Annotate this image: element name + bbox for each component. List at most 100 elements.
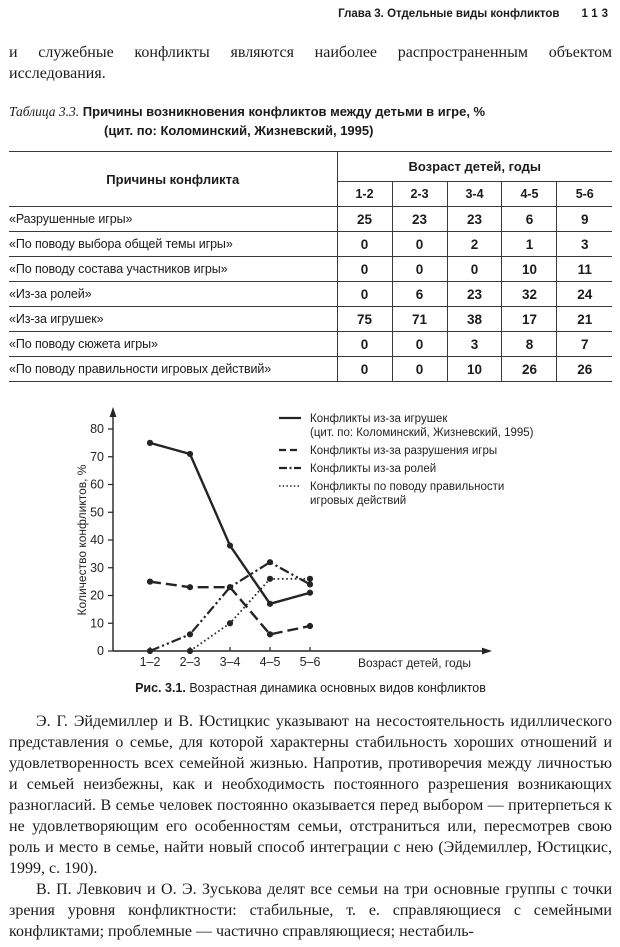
age-column-header: 1-2: [336, 181, 393, 207]
conflict-value-cell: 0: [391, 231, 447, 257]
conflict-value-cell: 17: [501, 306, 557, 332]
series-line-4: [189, 577, 310, 652]
age-column-header: 5-6: [556, 181, 612, 207]
table-caption-label: Таблица 3.3.: [9, 104, 80, 119]
conflict-value-cell: 8: [501, 331, 557, 357]
conflict-value-cell: 0: [336, 231, 393, 257]
y-tick-label: 30: [90, 561, 104, 575]
table-row: «По поводу состава участников игры» 0 0 0 10…: [9, 256, 612, 282]
y-axis-title: Количество конфликтов, %: [75, 464, 89, 615]
paragraph-levkovich: В. П. Левкович и О. Э. Зуськова делят вс…: [9, 881, 612, 940]
conflict-value-cell: 24: [556, 281, 612, 307]
data-point: [226, 584, 234, 591]
age-column-header: 4-5: [501, 181, 557, 207]
conflict-value-cell: 2: [446, 231, 502, 257]
legend-label: Конфликты из-за разрушения игры: [310, 445, 497, 457]
conflict-value-cell: 23: [446, 206, 502, 232]
y-tick-label: 20: [90, 589, 104, 603]
table-caption-title: Причины возникновения конфликтов между д…: [82, 104, 486, 119]
page-number: 113: [581, 8, 612, 20]
conflict-value-cell: 3: [446, 331, 502, 357]
table-row: «По поводу сюжета игры» 0 0 3 8 7: [9, 331, 612, 357]
conflict-value-cell: 71: [391, 306, 447, 332]
age-column-header: 2-3: [391, 181, 447, 207]
conflict-cause-label: «По поводу правильности игровых действий…: [9, 356, 338, 382]
y-tick-label: 40: [90, 533, 104, 547]
legend-label: Конфликты из-за ролей: [310, 463, 436, 475]
page-header: Глава 3. Отдельные виды конфликтов 113: [9, 6, 612, 20]
conflict-value-cell: 0: [336, 356, 393, 382]
conflict-value-cell: 75: [336, 306, 393, 332]
conflict-value-cell: 21: [556, 306, 612, 332]
table-body: «Разрушенные игры» 25 23 23 6 9 «По поводу выб…: [9, 206, 612, 382]
conflict-cause-label: «По поводу выбора общей темы игры»: [9, 231, 338, 257]
data-point: [186, 631, 194, 638]
conflict-value-cell: 6: [391, 281, 447, 307]
x-axis-arrow: [482, 647, 492, 655]
data-point: [186, 450, 194, 458]
y-tick-label: 80: [90, 422, 104, 436]
data-point: [186, 647, 194, 655]
conflict-value-cell: 0: [446, 256, 502, 282]
row-header-cell: Причины конфликта: [9, 151, 338, 207]
conflict-value-cell: 10: [501, 256, 557, 282]
legend-label: Конфликты из-за игрушек (цит. по: Коломин…: [310, 413, 534, 439]
x-tick-label: 5–6: [300, 655, 321, 669]
x-tick-label: 4–5: [260, 655, 281, 669]
data-point: [306, 575, 314, 582]
y-tick-label: 70: [90, 450, 104, 464]
conflict-value-cell: 26: [501, 356, 557, 382]
conflict-value-cell: 0: [336, 281, 393, 307]
data-point: [266, 559, 274, 566]
conflict-value-cell: 1: [501, 231, 557, 257]
data-point: [226, 542, 234, 549]
conflict-value-cell: 10: [446, 356, 502, 382]
data-point: [186, 584, 194, 591]
figure-caption-text: Возрастная динамика основных видов конфл…: [189, 681, 486, 695]
x-axis-title: Возраст детей, годы: [358, 656, 471, 670]
conflict-dynamics-chart: 0 10 20 30 40 50 60 70 80 1–2 2–3 3–4 4–5 5–6 Количест…: [75, 407, 534, 670]
conflict-cause-label: «Из-за ролей»: [9, 281, 338, 307]
data-point: [146, 439, 154, 446]
data-point: [306, 622, 314, 630]
conflict-value-cell: 26: [556, 356, 612, 382]
table-row: «По поводу выбора общей темы игры» 0 0 2 1 3: [9, 231, 612, 257]
y-axis-arrow: [109, 407, 117, 417]
conflict-value-cell: 7: [556, 331, 612, 357]
conflict-value-cell: 3: [556, 231, 612, 257]
table-row: «По поводу правильности игровых действий…: [9, 356, 612, 382]
table-caption-subtitle: (цит. по: Коломинский, Жизневский, 1995): [104, 123, 374, 138]
y-tick-label: 50: [90, 505, 104, 519]
x-tick-label: 1–2: [140, 655, 161, 669]
conflict-value-cell: 0: [336, 331, 393, 357]
data-point: [306, 581, 314, 588]
table-row: «Разрушенные игры» 25 23 23 6 9: [9, 206, 612, 232]
conflict-value-cell: 32: [501, 281, 557, 307]
data-point: [226, 620, 234, 627]
data-point: [266, 575, 274, 582]
table-row: «Из-за игрушек» 75 71 38 17 21: [9, 306, 612, 332]
conflict-cause-label: «Из-за игрушек»: [9, 306, 338, 332]
paragraph-intro: и служебные конфликты являются наиболее …: [9, 44, 612, 82]
paragraph-eidemiller: Э. Г. Эйдемиллер и В. Юстицкис указывают…: [9, 713, 612, 877]
col-group-header: Возраст детей, годы: [336, 151, 612, 182]
data-point: [306, 589, 314, 596]
conflict-value-cell: 9: [556, 206, 612, 232]
conflict-causes-table: Причины конфликта Возраст детей, годы 1-…: [9, 151, 612, 382]
x-tick-label: 3–4: [220, 655, 241, 669]
figure-3-1: 0 10 20 30 40 50 60 70 80 1–2 2–3 3–4 4–5 5–6 Количест…: [9, 402, 612, 695]
series-line-3: [149, 560, 311, 653]
table-row: «Из-за ролей» 0 6 23 32 24: [9, 281, 612, 307]
conflict-cause-label: «Разрушенные игры»: [9, 206, 338, 232]
conflict-cause-label: «По поводу состава участников игры»: [9, 256, 338, 282]
data-point: [146, 647, 154, 655]
conflict-value-cell: 11: [556, 256, 612, 282]
data-point: [146, 578, 154, 585]
figure-caption-label: Рис. 3.1.: [135, 681, 186, 695]
y-tick-label: 10: [90, 616, 104, 630]
conflict-value-cell: 0: [391, 331, 447, 357]
figure-caption: Рис. 3.1. Возрастная динамика основных в…: [9, 681, 612, 695]
running-title: Глава 3. Отдельные виды конфликтов: [338, 8, 560, 20]
data-point: [266, 631, 274, 638]
